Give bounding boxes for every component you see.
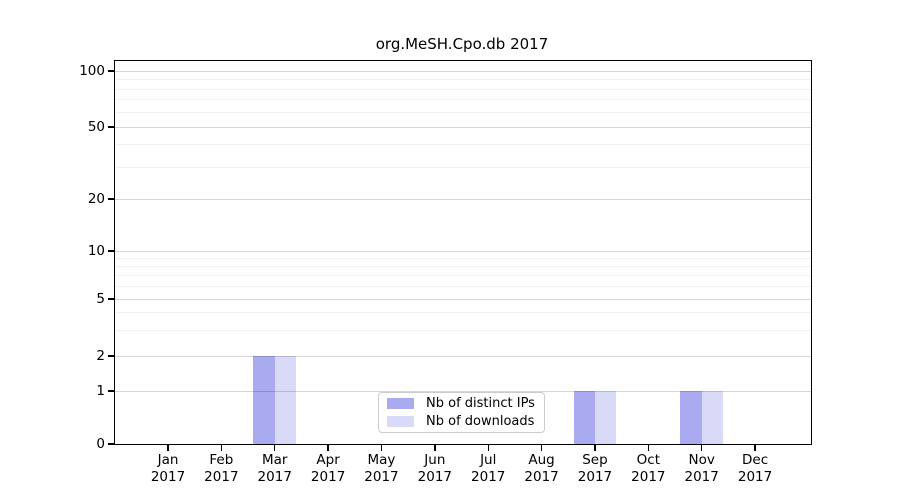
x-axis-tick-label: Nov 2017 — [667, 452, 737, 486]
major-gridline — [115, 250, 811, 252]
year-label: 2017 — [471, 469, 506, 485]
year-label: 2017 — [631, 469, 666, 485]
y-axis-tick-label: 10 — [87, 243, 105, 259]
month-label: Jul — [480, 452, 497, 468]
minor-gridline — [115, 111, 811, 113]
year-label: 2017 — [524, 469, 559, 485]
x-axis-tick-label: Dec 2017 — [720, 452, 790, 486]
minor-gridline — [115, 312, 811, 314]
chart-title: org.MeSH.Cpo.db 2017 — [375, 35, 549, 53]
minor-gridline — [115, 330, 811, 332]
x-axis-tick — [220, 445, 223, 452]
month-label: Feb — [209, 452, 234, 468]
y-axis-tick-label: 100 — [79, 63, 105, 79]
year-label: 2017 — [577, 469, 613, 485]
x-axis-tick-label: Aug 2017 — [507, 452, 577, 486]
y-axis-tick — [108, 298, 114, 300]
year-label: 2017 — [737, 469, 773, 485]
legend-swatch-distinct-ips — [387, 398, 414, 409]
x-axis-tick-label: Jun 2017 — [400, 452, 470, 486]
month-label: May — [367, 452, 396, 468]
year-label: 2017 — [310, 469, 346, 485]
x-axis-tick-label: Mar 2017 — [240, 452, 310, 486]
x-axis-tick — [754, 445, 756, 452]
x-axis-tick — [594, 445, 596, 452]
x-axis-tick — [434, 445, 436, 452]
bar-downloads-mar — [274, 356, 297, 444]
major-gridline — [115, 126, 811, 128]
x-axis-tick-label: Jul 2017 — [453, 452, 523, 486]
month-label: Mar — [261, 452, 288, 468]
month-label: Apr — [316, 452, 340, 468]
x-axis-tick — [487, 445, 489, 452]
legend-label-downloads: Nb of downloads — [426, 414, 535, 429]
legend-item-distinct-ips: Nb of distinct IPs — [387, 396, 544, 411]
year-label: 2017 — [150, 469, 186, 485]
x-axis-tick-label: Apr 2017 — [293, 452, 363, 486]
bar-downloads-nov — [701, 391, 723, 444]
bar-distinct-ips-nov — [680, 391, 702, 444]
minor-gridline — [115, 88, 811, 90]
y-axis-tick — [108, 355, 114, 357]
x-axis-tick-label: May 2017 — [346, 452, 416, 486]
plot-area: 0 1 2 5 10 20 50 100 Jan 2017 Feb 2017 Mar 2017 Apr 201… — [79, 60, 812, 485]
year-label: 2017 — [417, 469, 453, 485]
month-label: Jun — [424, 452, 446, 468]
y-axis-tick — [108, 443, 114, 445]
minor-gridline — [115, 265, 811, 267]
month-label: Oct — [636, 452, 660, 468]
year-label: 2017 — [684, 469, 719, 485]
bar-distinct-ips-sep — [573, 391, 595, 444]
x-axis-tick-label: Oct 2017 — [613, 452, 683, 486]
minor-gridline — [115, 275, 811, 277]
minor-gridline — [115, 99, 811, 101]
year-label: 2017 — [257, 469, 292, 485]
x-axis-tick — [167, 445, 169, 452]
x-axis-tick-label: Feb 2017 — [186, 452, 256, 486]
y-axis-tick — [108, 250, 114, 252]
major-gridline — [115, 390, 811, 392]
month-label: Nov — [688, 452, 715, 468]
legend-label-distinct-ips: Nb of distinct IPs — [426, 396, 535, 411]
major-gridline — [115, 298, 811, 300]
x-axis-tick — [647, 445, 650, 452]
legend-swatch-downloads — [387, 416, 414, 427]
y-axis-tick-label: 20 — [87, 191, 105, 207]
major-gridline — [115, 70, 811, 72]
y-axis-tick — [108, 390, 114, 392]
minor-gridline — [115, 257, 811, 259]
major-gridline — [115, 355, 811, 357]
x-axis-tick — [327, 445, 329, 452]
y-axis-tick-label: 2 — [96, 348, 105, 364]
minor-gridline — [115, 285, 811, 287]
bar-downloads-sep — [594, 391, 617, 444]
minor-gridline — [115, 79, 811, 80]
y-axis-tick-label: 50 — [87, 119, 105, 135]
y-axis-tick-label: 1 — [96, 383, 105, 399]
x-axis-tick — [380, 445, 383, 452]
legend-item-downloads: Nb of downloads — [387, 414, 544, 429]
bar-distinct-ips-mar — [253, 356, 275, 444]
month-label: Dec — [742, 452, 769, 468]
y-axis-tick — [108, 70, 114, 72]
y-axis-tick-label: 5 — [96, 291, 105, 307]
year-label: 2017 — [364, 469, 399, 485]
y-axis-tick-label: 0 — [96, 436, 105, 452]
x-axis-tick — [540, 445, 543, 452]
legend: Nb of distinct IPs Nb of downloads — [378, 392, 545, 433]
minor-gridline — [115, 144, 811, 146]
x-axis-tick — [701, 445, 703, 452]
minor-gridline — [115, 166, 811, 168]
month-label: Aug — [528, 452, 555, 468]
y-axis-tick — [108, 198, 114, 200]
year-label: 2017 — [204, 469, 239, 485]
x-axis-tick — [274, 445, 276, 452]
y-axis-tick — [108, 126, 114, 128]
month-label: Jan — [157, 452, 179, 468]
x-axis-tick-label: Sep 2017 — [560, 452, 630, 486]
major-gridline — [115, 198, 811, 200]
x-axis-tick-label: Jan 2017 — [133, 452, 203, 486]
month-label: Sep — [582, 452, 608, 468]
